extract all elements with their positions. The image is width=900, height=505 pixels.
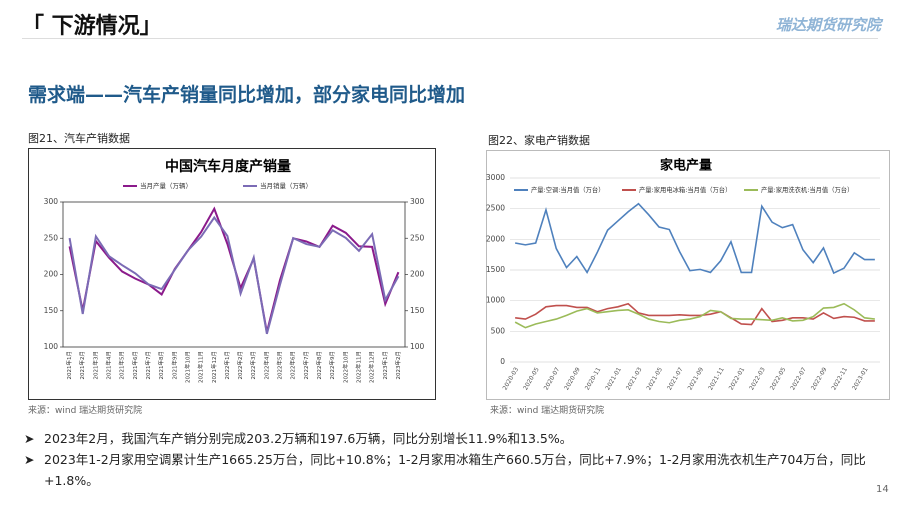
x-tick-label: 2021年5月 xyxy=(118,351,126,380)
y2-tick-label: 250 xyxy=(410,233,425,242)
x-tick-label: 2022年6月 xyxy=(289,351,297,380)
x-tick-label: 2022-07 xyxy=(789,366,808,391)
legend-label: 产量:家用洗衣机:当月值（万台） xyxy=(761,185,853,194)
chart-title: 家电产量 xyxy=(660,158,712,174)
series-line xyxy=(68,206,400,333)
chart-frame xyxy=(28,148,436,400)
page-number: 14 xyxy=(876,484,889,495)
x-tick-label: 2020-11 xyxy=(584,366,603,391)
y-tick-label: 300 xyxy=(44,197,59,206)
x-tick-label: 2022年5月 xyxy=(276,351,284,380)
x-tick-label: 2022-11 xyxy=(830,366,849,391)
y-tick-label: 2500 xyxy=(486,204,505,213)
x-tick-label: 2021年2月 xyxy=(78,351,86,380)
x-tick-label: 2021年10月 xyxy=(183,351,191,383)
divider xyxy=(22,38,878,39)
bullet: ➤ 2023年1-2月家用空调累计生产1665.25万台，同比+10.8%；1-2… xyxy=(24,452,866,488)
x-tick-label: 2022年11月 xyxy=(354,351,362,383)
x-tick-label: 2021年4月 xyxy=(105,351,113,380)
x-tick-label: 2020-09 xyxy=(563,366,582,391)
x-tick-label: 2023年2月 xyxy=(394,351,402,380)
x-tick-label: 2021年8月 xyxy=(157,351,165,380)
x-tick-label: 2021年9月 xyxy=(170,351,178,380)
source: 来源：wind 瑞达期货研究院 xyxy=(490,406,605,416)
y2-tick-label: 150 xyxy=(410,306,425,315)
x-tick-label: 2021-07 xyxy=(666,366,685,391)
y-tick-label: 500 xyxy=(491,326,506,335)
x-tick-label: 2022年1月 xyxy=(223,351,231,380)
source: 来源：wind 瑞达期货研究院 xyxy=(28,406,143,416)
x-tick-label: 2020-03 xyxy=(502,366,521,391)
legend-label: 产量:空调:当月值（万台） xyxy=(531,185,605,194)
y-tick-label: 2000 xyxy=(486,234,505,243)
x-tick-label: 2022年7月 xyxy=(302,351,310,380)
x-tick-label: 2021-11 xyxy=(707,366,726,391)
x-tick-label: 2021年12月 xyxy=(210,351,218,383)
x-tick-label: 2022年10月 xyxy=(341,351,349,383)
y2-tick-label: 100 xyxy=(410,342,425,351)
header-title: 「 下游情况」 xyxy=(22,14,162,39)
caption: 图21、汽车产销数据 xyxy=(28,132,130,145)
x-tick-label: 2022年12月 xyxy=(368,351,376,383)
x-tick-label: 2023年1月 xyxy=(381,351,389,380)
x-tick-label: 2022-03 xyxy=(748,366,767,391)
y2-tick-label: 200 xyxy=(410,270,425,279)
x-tick-label: 2022年9月 xyxy=(328,351,336,380)
x-tick-label: 2022年4月 xyxy=(262,351,270,380)
bullet-text: 2023年1-2月家用空调累计生产1665.25万台，同比+10.8%；1-2月… xyxy=(44,452,866,488)
y-tick-label: 200 xyxy=(44,270,59,279)
plot-frame xyxy=(62,201,406,348)
bullet: ➤ 2023年2月，我国汽车产销分别完成203.2万辆和197.6万辆，同比分别增… xyxy=(24,431,573,446)
x-tick-label: 2021年1月 xyxy=(65,351,73,380)
chart-frame xyxy=(486,150,890,400)
series-line xyxy=(514,302,875,329)
legend-label: 当月产量（万辆） xyxy=(140,181,192,190)
chart: 中国汽车月度产销量 100 150 200 250 300 100 150 200 250 300 2… xyxy=(28,148,436,400)
series-line xyxy=(514,202,875,275)
y-tick-label: 0 xyxy=(500,357,505,366)
x-tick-label: 2021-05 xyxy=(645,366,664,391)
bullet-text: 2023年2月，我国汽车产销分别完成203.2万辆和197.6万辆，同比分别增长… xyxy=(44,431,573,446)
x-tick-label: 2021-03 xyxy=(625,366,644,391)
caption: 图22、家电产销数据 xyxy=(488,134,590,147)
y-tick-label: 100 xyxy=(44,342,59,351)
x-tick-label: 2021年3月 xyxy=(91,351,99,380)
y-tick-label: 1000 xyxy=(486,296,505,305)
x-tick-label: 2021年11月 xyxy=(197,351,205,383)
y-tick-label: 1500 xyxy=(486,265,505,274)
y-tick-label: 150 xyxy=(44,306,59,315)
legend-label: 当月销量（万辆） xyxy=(260,181,312,190)
x-tick-label: 2022-01 xyxy=(728,366,747,391)
x-tick-label: 2022-05 xyxy=(769,366,788,391)
x-tick-label: 2021-09 xyxy=(687,366,706,391)
logo: 瑞达期货研究院 xyxy=(776,16,882,34)
subtitle: 需求端——汽车产销量同比增加，部分家电同比增加 xyxy=(28,84,466,106)
y-tick-label: 250 xyxy=(44,233,59,242)
x-tick-label: 2020-05 xyxy=(522,366,541,391)
x-tick-label: 2021年6月 xyxy=(131,351,139,380)
series-line xyxy=(68,215,400,335)
y-tick-label: 3000 xyxy=(486,173,505,182)
chart-title: 中国汽车月度产销量 xyxy=(165,158,291,175)
x-tick-label: 2022-09 xyxy=(810,366,829,391)
bullets: ➤ 2023年2月，我国汽车产销分别完成203.2万辆和197.6万辆，同比分别增… xyxy=(22,428,872,491)
x-tick-label: 2021-01 xyxy=(604,366,623,391)
y2-tick-label: 300 xyxy=(410,197,425,206)
x-tick-label: 2022年3月 xyxy=(249,351,257,380)
x-tick-label: 2022年2月 xyxy=(236,351,244,380)
x-tick-label: 2021年7月 xyxy=(144,351,152,380)
x-tick-label: 2022年8月 xyxy=(315,351,323,380)
x-tick-label: 2020-07 xyxy=(543,366,562,391)
x-tick-label: 2023-01 xyxy=(851,366,870,391)
legend-label: 产量:家用电冰箱:当月值（万台） xyxy=(639,185,731,194)
series-line xyxy=(515,302,875,326)
